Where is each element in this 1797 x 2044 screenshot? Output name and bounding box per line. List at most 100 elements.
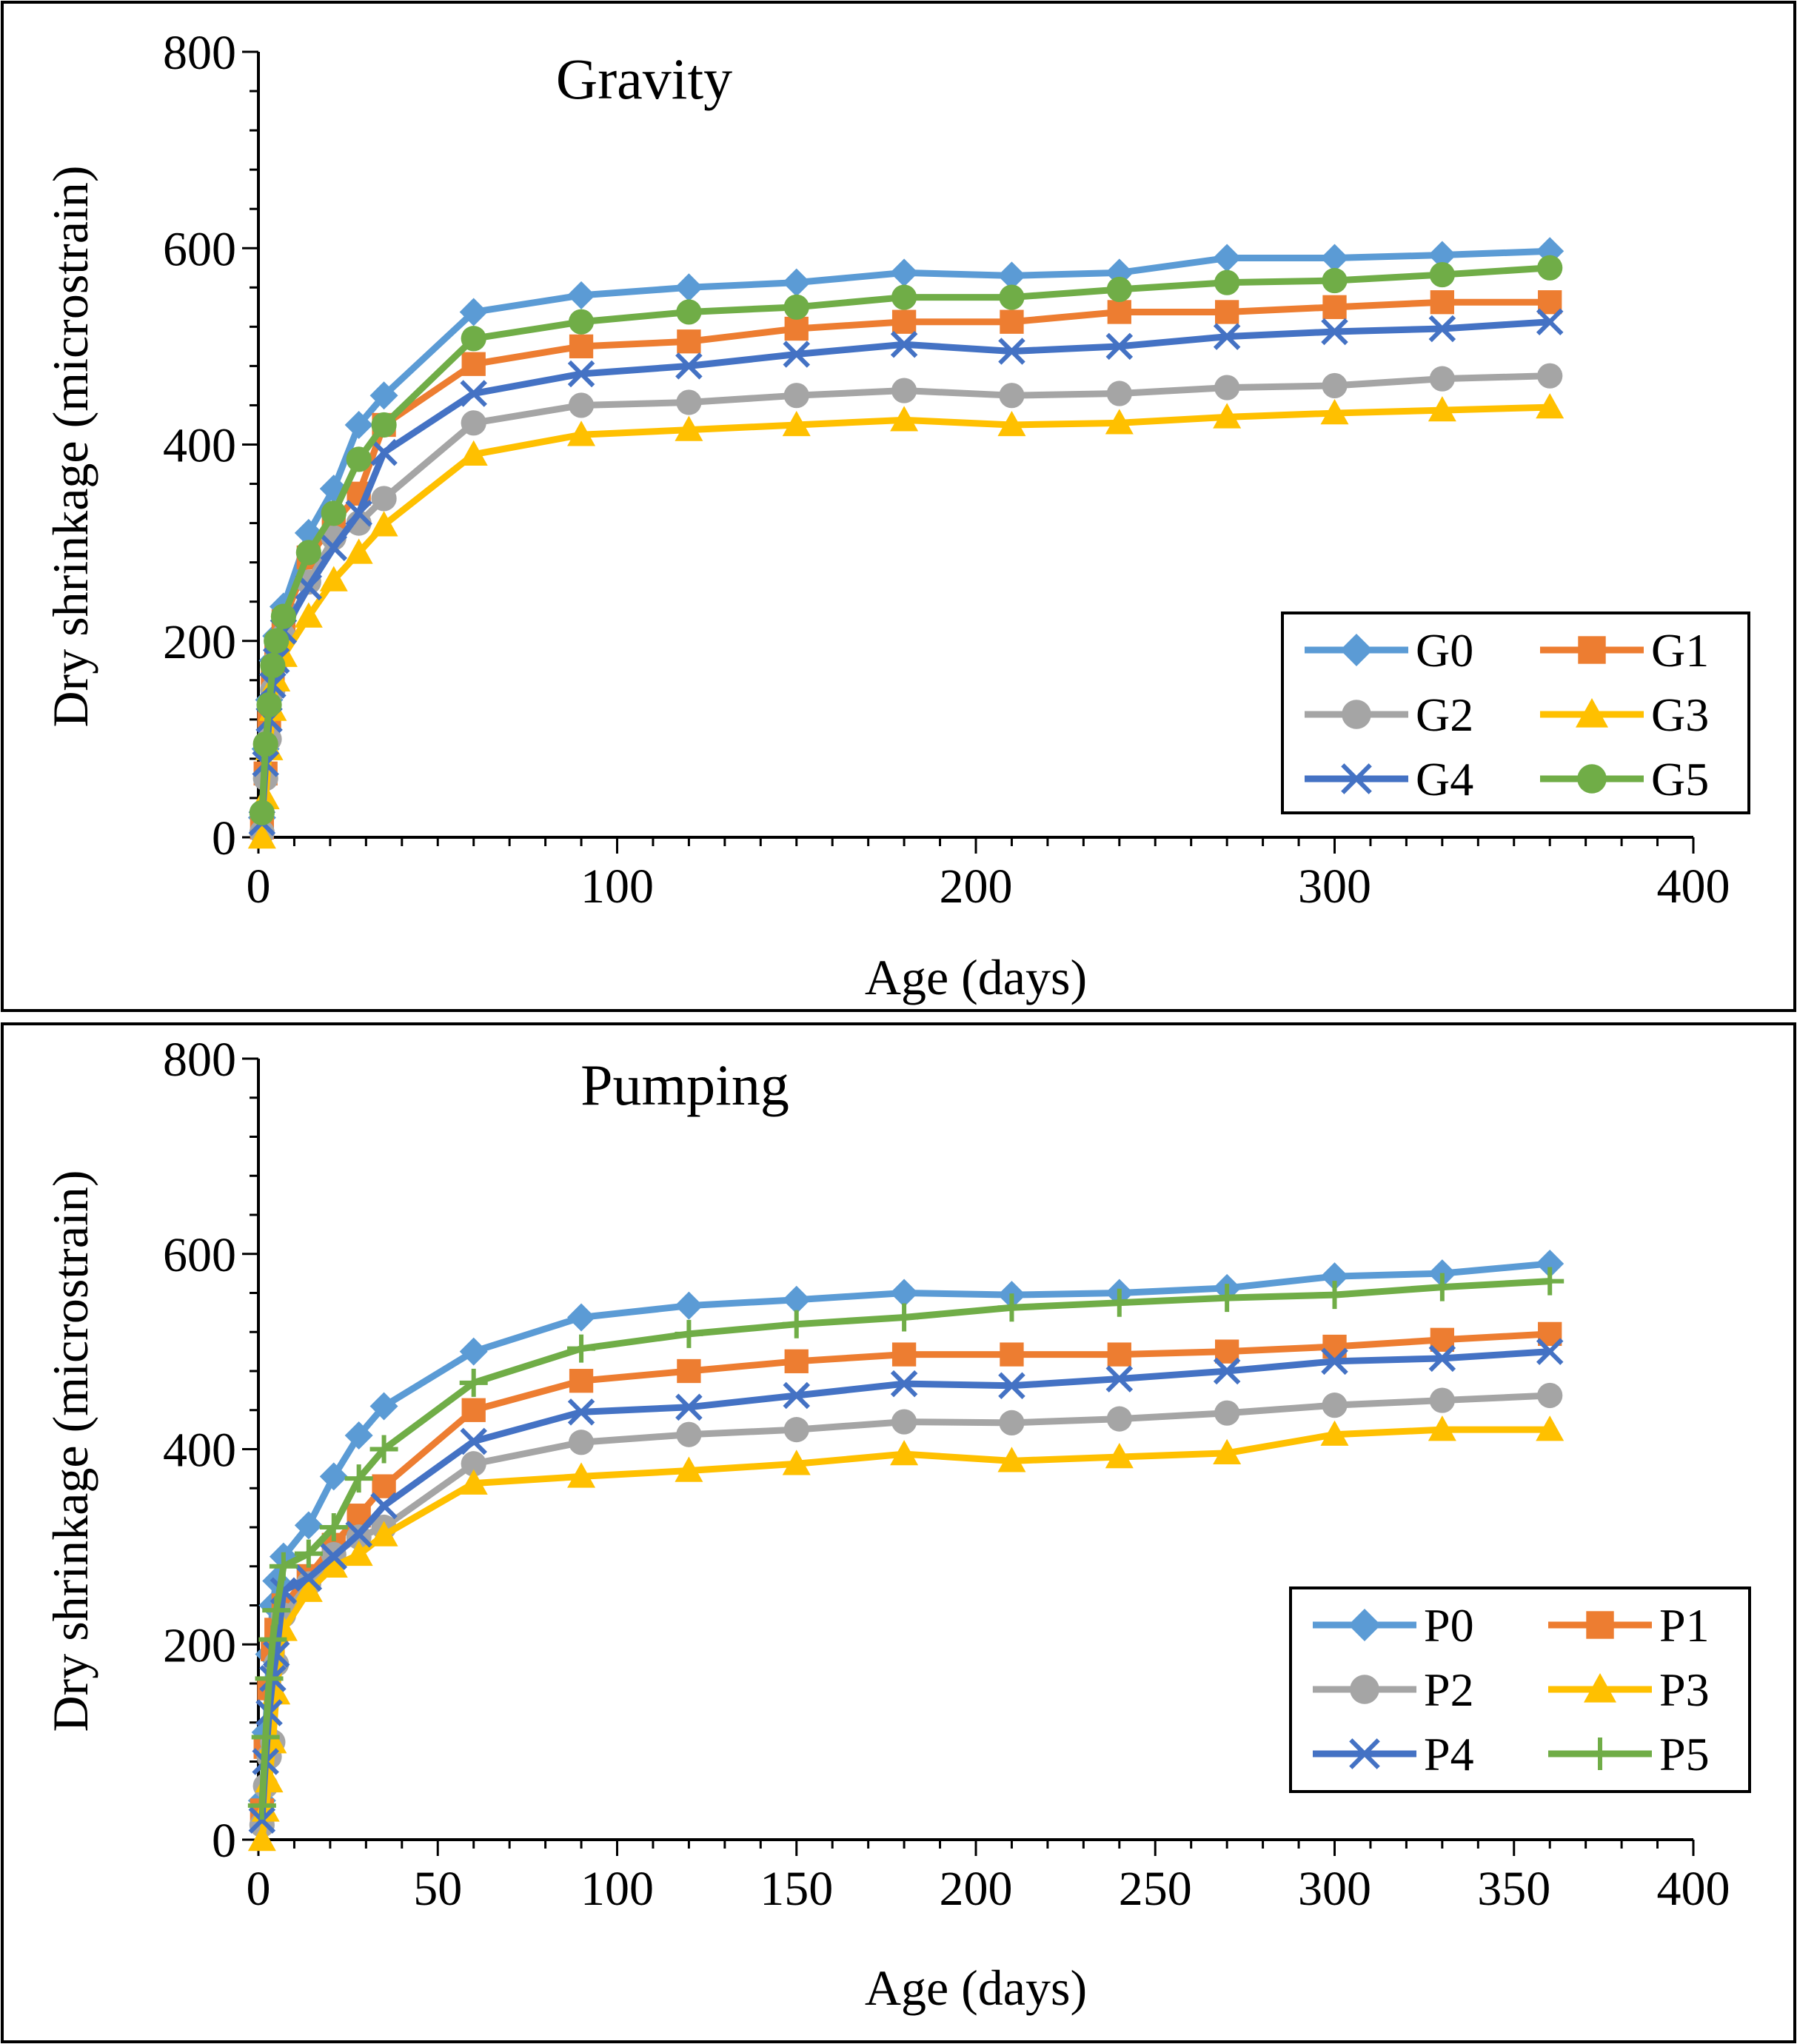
data-point-p4 [370,1492,398,1520]
pumping-series [247,1249,1565,1852]
data-point-g5 [256,691,282,718]
data-point-p3 [997,1447,1026,1472]
data-point-g5 [252,731,278,757]
data-point-g2 [783,383,809,409]
data-point-p3 [1105,1443,1134,1469]
data-point-g1 [569,334,594,359]
data-point-g5 [270,603,297,629]
data-point-g4 [567,360,595,388]
pumping-legend: P0 P1 P2 P3 P4 P5 [1289,1586,1751,1793]
data-point-g3 [1105,409,1134,435]
data-point-g3 [1320,399,1349,425]
y-tick-label: 800 [163,26,236,80]
data-point-g2 [891,378,917,403]
data-point-g1 [1430,290,1454,315]
data-point-p0 [1320,1262,1349,1291]
data-point-p2 [999,1410,1025,1435]
data-point-p1 [784,1349,809,1373]
data-point-g0 [459,298,488,326]
data-point-p3 [319,1552,348,1578]
x-tick-label: 100 [580,860,654,914]
data-point-g1 [1107,300,1131,324]
x-tick-label: 350 [1477,1862,1550,1916]
data-point-g5 [295,540,321,566]
data-point-g5 [1322,267,1348,294]
data-point-p5 [1320,1281,1349,1310]
x-tick-label: 200 [940,860,1013,914]
data-point-p1 [461,1398,486,1422]
data-point-g0 [1320,244,1349,272]
data-point-g1 [1215,300,1239,324]
legend-label-p1: P1 [1659,1599,1710,1652]
x-tick-label: 400 [1657,860,1730,914]
data-point-g4 [460,380,487,407]
data-point-p4 [1213,1357,1241,1385]
data-point-p4 [1536,1338,1564,1365]
data-point-p3 [369,1521,398,1547]
data-point-g4 [1213,323,1241,350]
data-point-g5 [1537,255,1563,281]
data-point-p5 [459,1368,488,1397]
data-point-g3 [567,420,596,446]
y-tick-label: 200 [163,1618,236,1672]
data-point-g0 [890,258,919,287]
x-tick-label: 100 [580,1862,654,1916]
data-point-p1 [891,1342,917,1367]
data-point-g1 [891,309,917,334]
data-point-g5 [264,628,290,654]
data-point-p2 [783,1417,809,1443]
gravity-chart: 0 100 200 300 400 0 200 400 600 800 Gravity Age … [42,26,1750,1005]
legend-marker-p2 [1350,1675,1379,1704]
data-point-g2 [1106,381,1132,406]
data-point-p3 [1213,1438,1242,1464]
data-point-p5 [319,1513,348,1541]
pumping-x-tick-labels: 0 50 100 150 200 250 300 350 400 [247,1862,1730,1916]
data-point-g5 [1429,261,1455,288]
data-point-p3 [782,1450,811,1475]
data-point-p4 [460,1427,487,1455]
data-point-g1 [1538,290,1562,315]
data-point-p4 [675,1393,703,1421]
data-point-g5 [1214,269,1240,295]
data-point-p4 [320,1543,348,1570]
data-point-p4 [1321,1347,1348,1375]
data-point-p3 [459,1469,488,1495]
x-tick-label: 0 [247,1862,271,1916]
data-point-g5 [461,326,486,352]
data-point-p5 [262,1596,291,1625]
data-point-p0 [369,1392,398,1421]
data-point-p5 [1213,1284,1242,1313]
pumping-y-axis-label: Dry shrinkage (microstrain) [42,1170,98,1732]
bottom-panel-frame [1,1022,1796,2043]
data-point-p0 [782,1285,811,1314]
data-point-g3 [369,511,398,537]
data-point-p4 [248,1806,276,1834]
data-point-p0 [890,1279,919,1307]
data-point-g2 [1322,372,1348,399]
legend-marker-p3 [1584,1673,1616,1703]
data-point-p3 [1428,1415,1456,1441]
legend-marker-p4 [1349,1738,1380,1769]
data-point-p0 [675,1291,703,1320]
data-point-g5 [999,284,1025,310]
gravity-chart-title: Gravity [556,47,732,111]
top-panel-frame [1,1,1796,1012]
data-point-p5 [344,1464,373,1493]
gravity-x-tick-labels: 0 100 200 300 400 [247,860,1730,914]
data-point-p5 [890,1303,919,1332]
data-point-g4 [320,534,348,562]
data-point-p5 [258,1625,287,1654]
data-point-g0 [369,381,398,410]
data-point-g1 [784,316,809,341]
data-point-g4 [783,341,811,368]
data-point-g2 [676,389,702,415]
legend-item-p2: P2 [1313,1663,1474,1716]
data-point-p5 [997,1293,1026,1322]
data-point-p5 [269,1552,298,1581]
data-point-g4 [1536,308,1564,335]
data-point-p1 [372,1474,396,1498]
data-point-g3 [294,602,323,628]
legend-item-g2: G2 [1305,688,1473,741]
data-point-g5 [260,652,286,679]
